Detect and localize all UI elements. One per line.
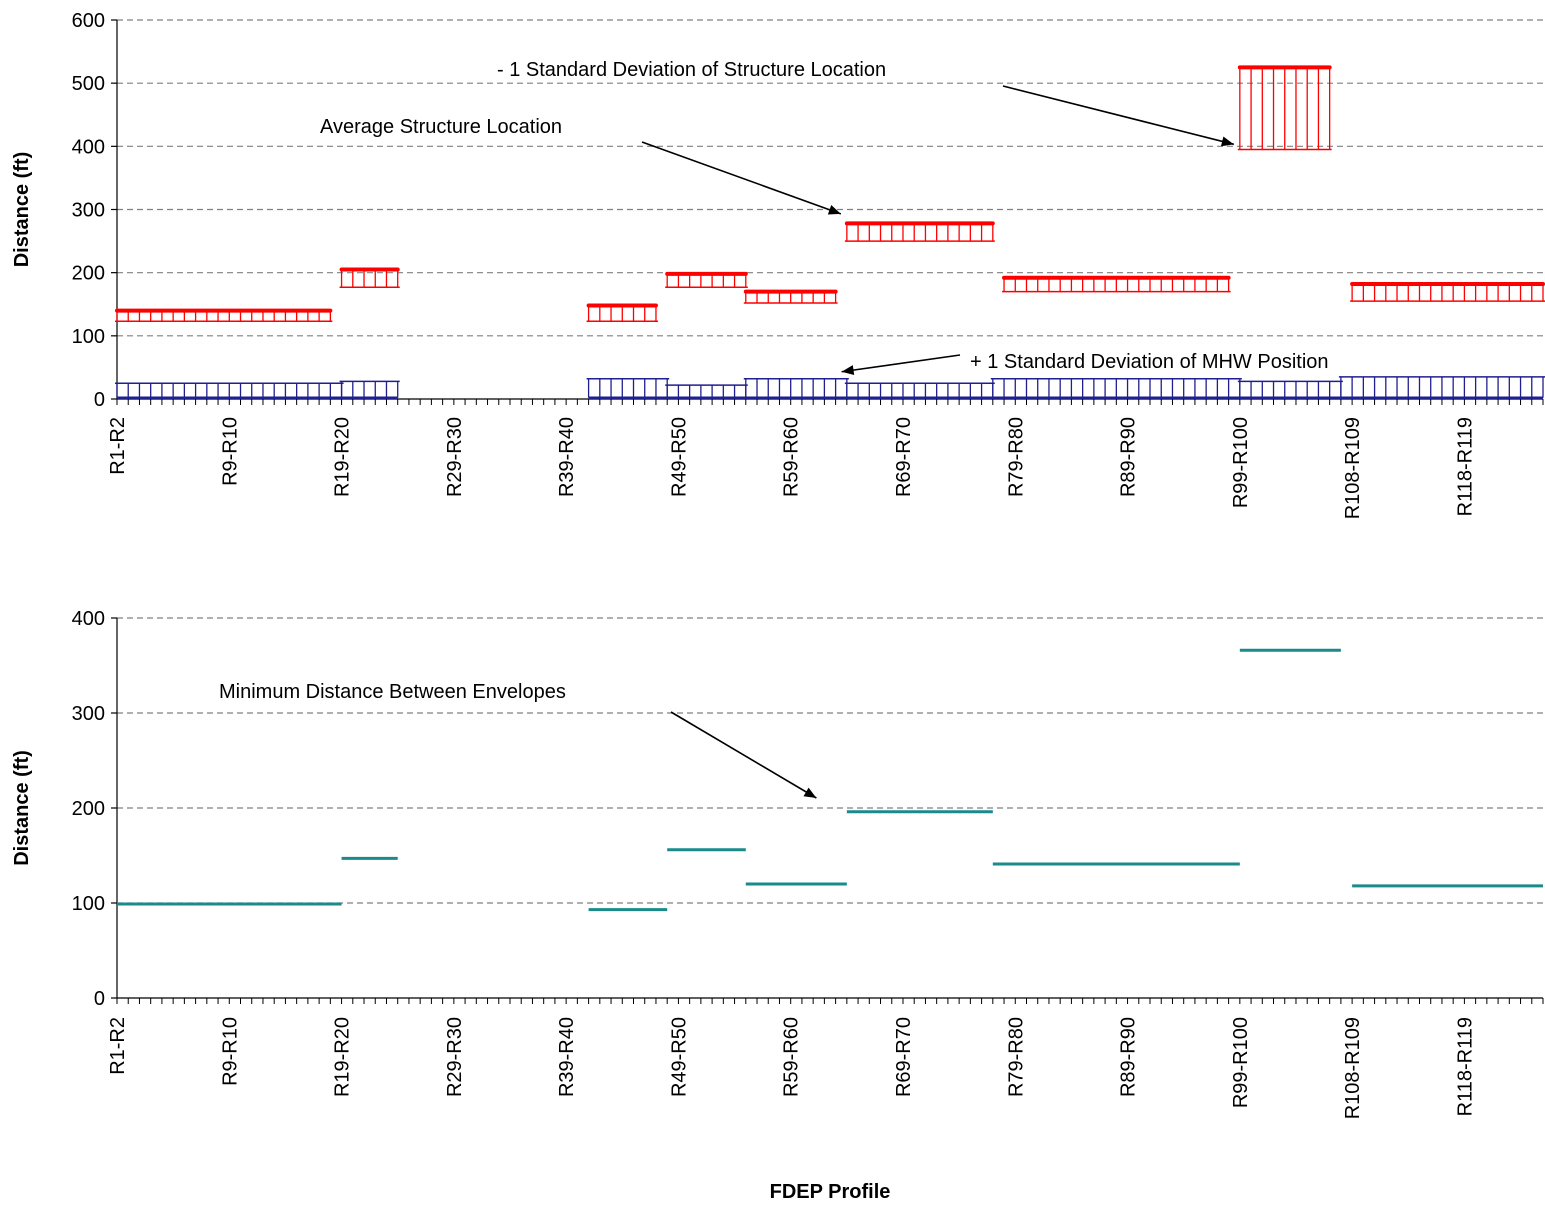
- x-tick-label: R19-R20: [332, 417, 354, 497]
- y-tick-label: 100: [72, 893, 105, 915]
- x-tick-label: R69-R70: [893, 417, 915, 497]
- x-tick-label: R59-R60: [781, 1017, 803, 1097]
- annotation-arrow-head: [841, 365, 855, 376]
- structure-segment: [743, 289, 838, 304]
- y-tick-label: 0: [94, 389, 105, 411]
- structure-segment: [1237, 65, 1332, 151]
- x-tick-label: R9-R10: [219, 1017, 241, 1086]
- y-axis-title: Distance (ft): [11, 152, 33, 268]
- structure-segment: [1350, 282, 1545, 302]
- structure-segment: [339, 267, 400, 288]
- x-tick-label: R39-R40: [556, 417, 578, 497]
- annotation-label: Average Structure Location: [320, 116, 562, 138]
- y-axis-title: Distance (ft): [11, 750, 33, 866]
- x-tick-label: R108-R109: [1342, 1017, 1364, 1119]
- x-tick-label: R118-R119: [1454, 1017, 1476, 1116]
- annotation-arrow-head: [827, 205, 841, 215]
- x-tick-label: R99-R100: [1230, 417, 1252, 508]
- y-tick-label: 400: [72, 136, 105, 158]
- annotation-arrow-head: [1220, 136, 1234, 147]
- x-tick-label: R99-R100: [1230, 1017, 1252, 1108]
- annotation-arrow: [841, 354, 961, 373]
- x-tick-label: R29-R30: [444, 417, 466, 497]
- annotation-arrow-head: [803, 787, 817, 798]
- structure-segment: [1002, 275, 1231, 293]
- x-axis-title: FDEP Profile: [770, 1181, 891, 1203]
- min-distance-chart: 0 100 200 300 400 R1-R2 R9-R10 R19-R20 R29-R30 R3…: [11, 608, 1544, 1203]
- mhw-segment: [990, 378, 1242, 399]
- x-tick-label: R89-R90: [1118, 417, 1140, 497]
- mhw-segment: [743, 378, 849, 399]
- y-tick-label: 0: [94, 988, 105, 1010]
- x-tick-label: R29-R30: [444, 1017, 466, 1097]
- y-tick-label: 400: [72, 608, 105, 630]
- x-tick-label: R9-R10: [219, 417, 241, 486]
- structure-mhw-chart: 0 100 200 300 400 500 600 R1-R2 R9-R10 R19-R20 R29…: [11, 10, 1545, 519]
- x-tick-label: R79-R80: [1005, 417, 1027, 497]
- x-tick-label: R89-R90: [1118, 1017, 1140, 1097]
- x-tick-label: R49-R50: [668, 1017, 690, 1097]
- x-tick-label: R118-R119: [1454, 417, 1476, 516]
- x-tick-label: R39-R40: [556, 1017, 578, 1097]
- mhw-segment: [1338, 376, 1545, 399]
- y-tick-label: 500: [72, 73, 105, 95]
- x-tick-label: R19-R20: [332, 1017, 354, 1097]
- structure-segment: [665, 271, 748, 288]
- y-tick-label: 300: [72, 703, 105, 725]
- annotation-arrow: [641, 141, 842, 215]
- structure-segment: [115, 308, 333, 323]
- mhw-segment: [844, 382, 995, 399]
- x-tick-label: R108-R109: [1342, 417, 1364, 519]
- x-tick-label: R1-R2: [107, 417, 129, 475]
- mhw-segment: [665, 384, 748, 399]
- mhw-segment: [586, 378, 670, 399]
- x-tick-label: R49-R50: [668, 417, 690, 497]
- x-tick-label: R59-R60: [781, 417, 803, 497]
- annotation-label: - 1 Standard Deviation of Structure Loca…: [497, 59, 886, 81]
- y-tick-label: 200: [72, 263, 105, 285]
- y-tick-label: 600: [72, 10, 105, 32]
- annotation-label: Minimum Distance Between Envelopes: [219, 681, 566, 703]
- y-tick-label: 200: [72, 798, 105, 820]
- structure-segment: [844, 221, 995, 242]
- annotation-arrow: [670, 711, 817, 799]
- mhw-segment: [1237, 380, 1343, 399]
- x-tick-label: R1-R2: [107, 1017, 129, 1075]
- mhw-segment: [115, 382, 344, 399]
- y-tick-label: 100: [72, 326, 105, 348]
- x-tick-label: R69-R70: [893, 1017, 915, 1097]
- annotation-label: + 1 Standard Deviation of MHW Position: [970, 351, 1329, 373]
- mhw-segment: [339, 380, 400, 399]
- structure-segment: [586, 303, 658, 323]
- x-tick-label: R79-R80: [1005, 1017, 1027, 1097]
- annotation-arrow: [1002, 85, 1235, 146]
- y-tick-label: 300: [72, 200, 105, 222]
